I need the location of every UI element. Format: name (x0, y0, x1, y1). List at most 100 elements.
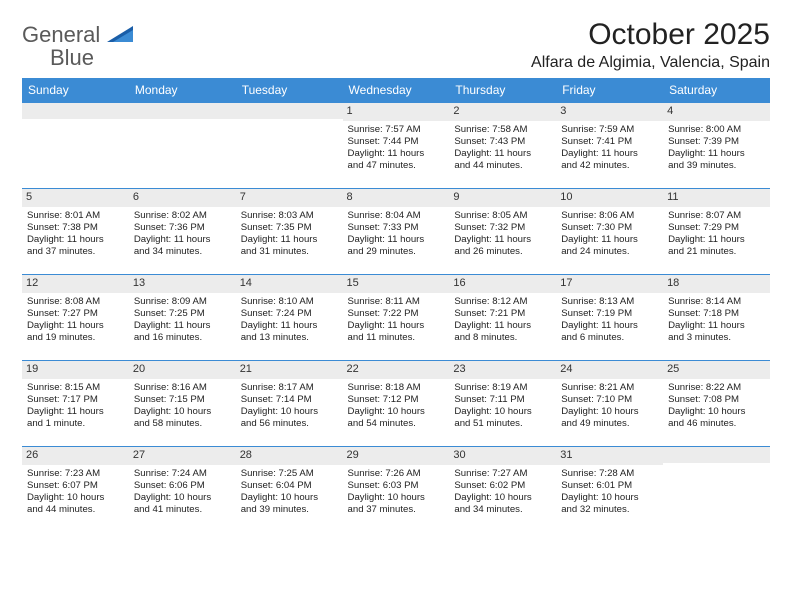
day-number: 12 (22, 275, 129, 293)
day-cell: 24Sunrise: 8:21 AMSunset: 7:10 PMDayligh… (556, 361, 663, 447)
daylight-line-1: Daylight: 10 hours (348, 492, 445, 504)
sunrise-line: Sunrise: 8:00 AM (668, 124, 765, 136)
day-number: 4 (663, 103, 770, 121)
daylight-line-2: and 24 minutes. (561, 246, 658, 258)
daylight-line-2: and 49 minutes. (561, 418, 658, 430)
day-number: 27 (129, 447, 236, 465)
day-cell (129, 103, 236, 189)
sunrise-line: Sunrise: 8:11 AM (348, 296, 445, 308)
sunset-line: Sunset: 7:08 PM (668, 394, 765, 406)
sunrise-line: Sunrise: 7:26 AM (348, 468, 445, 480)
day-cell (22, 103, 129, 189)
sunrise-line: Sunrise: 8:08 AM (27, 296, 124, 308)
sunset-line: Sunset: 7:10 PM (561, 394, 658, 406)
sunset-line: Sunset: 6:03 PM (348, 480, 445, 492)
day-number: 26 (22, 447, 129, 465)
daylight-line-2: and 39 minutes. (241, 504, 338, 516)
sunrise-line: Sunrise: 8:03 AM (241, 210, 338, 222)
page-title: October 2025 (531, 18, 770, 52)
sunrise-line: Sunrise: 8:06 AM (561, 210, 658, 222)
daylight-line-1: Daylight: 11 hours (27, 234, 124, 246)
sunrise-line: Sunrise: 7:23 AM (27, 468, 124, 480)
daylight-line-1: Daylight: 11 hours (561, 320, 658, 332)
daylight-line-2: and 37 minutes. (27, 246, 124, 258)
daylight-line-2: and 58 minutes. (134, 418, 231, 430)
day-number: 20 (129, 361, 236, 379)
sunset-line: Sunset: 6:07 PM (27, 480, 124, 492)
sunset-line: Sunset: 6:06 PM (134, 480, 231, 492)
week-row: 1Sunrise: 7:57 AMSunset: 7:44 PMDaylight… (22, 103, 770, 189)
day-cell: 2Sunrise: 7:58 AMSunset: 7:43 PMDaylight… (449, 103, 556, 189)
sunrise-line: Sunrise: 8:04 AM (348, 210, 445, 222)
daylight-line-1: Daylight: 11 hours (561, 234, 658, 246)
sunset-line: Sunset: 7:22 PM (348, 308, 445, 320)
sunrise-line: Sunrise: 8:09 AM (134, 296, 231, 308)
daylight-line-2: and 44 minutes. (454, 160, 551, 172)
daylight-line-1: Daylight: 10 hours (241, 492, 338, 504)
daylight-line-1: Daylight: 11 hours (241, 234, 338, 246)
day-number: 31 (556, 447, 663, 465)
empty-day-header (22, 103, 129, 119)
daylight-line-2: and 31 minutes. (241, 246, 338, 258)
column-header: Wednesday (343, 78, 450, 103)
daylight-line-2: and 21 minutes. (668, 246, 765, 258)
daylight-line-1: Daylight: 10 hours (134, 492, 231, 504)
daylight-line-2: and 1 minute. (27, 418, 124, 430)
day-cell (663, 447, 770, 533)
sunrise-line: Sunrise: 8:15 AM (27, 382, 124, 394)
sunset-line: Sunset: 7:21 PM (454, 308, 551, 320)
daylight-line-2: and 44 minutes. (27, 504, 124, 516)
day-cell: 17Sunrise: 8:13 AMSunset: 7:19 PMDayligh… (556, 275, 663, 361)
day-number: 1 (343, 103, 450, 121)
daylight-line-1: Daylight: 10 hours (241, 406, 338, 418)
daylight-line-1: Daylight: 11 hours (668, 320, 765, 332)
sunset-line: Sunset: 7:30 PM (561, 222, 658, 234)
day-cell: 16Sunrise: 8:12 AMSunset: 7:21 PMDayligh… (449, 275, 556, 361)
daylight-line-2: and 47 minutes. (348, 160, 445, 172)
day-number: 15 (343, 275, 450, 293)
day-cell: 10 Sunrise: 8:06 AMSunset: 7:30 PMDayligh… (556, 189, 663, 275)
logo-word1: General (22, 22, 100, 47)
sunset-line: Sunset: 7:35 PM (241, 222, 338, 234)
sunrise-line: Sunrise: 7:27 AM (454, 468, 551, 480)
sunrise-line: Sunrise: 7:57 AM (348, 124, 445, 136)
sunset-line: Sunset: 7:33 PM (348, 222, 445, 234)
sunset-line: Sunset: 7:11 PM (454, 394, 551, 406)
day-cell: 23Sunrise: 8:19 AMSunset: 7:11 PMDayligh… (449, 361, 556, 447)
day-number: 29 (343, 447, 450, 465)
calendar-header-row: SundayMondayTuesdayWednesdayThursdayFrid… (22, 78, 770, 103)
daylight-line-2: and 6 minutes. (561, 332, 658, 344)
sunset-line: Sunset: 7:24 PM (241, 308, 338, 320)
day-number: 2 (449, 103, 556, 121)
day-number: 10 (556, 189, 663, 207)
daylight-line-1: Daylight: 11 hours (348, 320, 445, 332)
column-header: Saturday (663, 78, 770, 103)
sunrise-line: Sunrise: 8:12 AM (454, 296, 551, 308)
daylight-line-2: and 26 minutes. (454, 246, 551, 258)
column-header: Friday (556, 78, 663, 103)
empty-day-header (236, 103, 343, 119)
daylight-line-2: and 37 minutes. (348, 504, 445, 516)
day-number: 19 (22, 361, 129, 379)
day-cell: 5Sunrise: 8:01 AMSunset: 7:38 PMDaylight… (22, 189, 129, 275)
day-number: 9 (449, 189, 556, 207)
sunset-line: Sunset: 7:15 PM (134, 394, 231, 406)
sunrise-line: Sunrise: 8:22 AM (668, 382, 765, 394)
sunrise-line: Sunrise: 8:21 AM (561, 382, 658, 394)
daylight-line-1: Daylight: 10 hours (27, 492, 124, 504)
daylight-line-1: Daylight: 11 hours (454, 148, 551, 160)
sunrise-line: Sunrise: 8:05 AM (454, 210, 551, 222)
daylight-line-1: Daylight: 10 hours (668, 406, 765, 418)
logo-text: General Blue (22, 24, 133, 70)
sunrise-line: Sunrise: 7:58 AM (454, 124, 551, 136)
day-cell: 6Sunrise: 8:02 AMSunset: 7:36 PMDaylight… (129, 189, 236, 275)
day-cell (236, 103, 343, 189)
daylight-line-1: Daylight: 10 hours (134, 406, 231, 418)
empty-day-header (663, 447, 770, 463)
header: General Blue October 2025 Alfara de Algi… (22, 18, 770, 72)
sunset-line: Sunset: 7:17 PM (27, 394, 124, 406)
daylight-line-1: Daylight: 10 hours (454, 492, 551, 504)
daylight-line-1: Daylight: 11 hours (134, 234, 231, 246)
day-cell: 3Sunrise: 7:59 AMSunset: 7:41 PMDaylight… (556, 103, 663, 189)
sunset-line: Sunset: 7:32 PM (454, 222, 551, 234)
